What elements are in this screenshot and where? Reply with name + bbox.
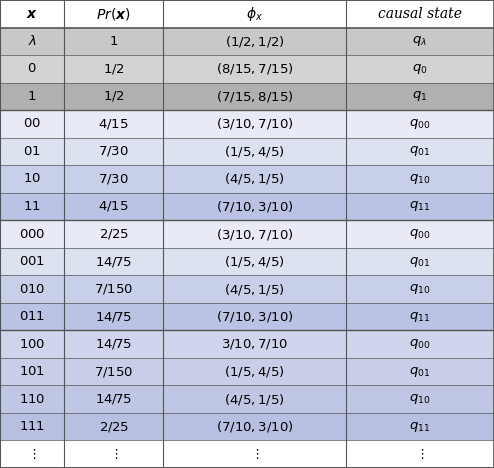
Text: $(7/10, 3/10)$: $(7/10, 3/10)$ xyxy=(216,199,293,214)
Text: $(1/5, 4/5)$: $(1/5, 4/5)$ xyxy=(224,144,285,159)
FancyBboxPatch shape xyxy=(0,110,494,138)
Text: $q_{01}$: $q_{01}$ xyxy=(409,255,431,269)
Text: $001$: $001$ xyxy=(19,255,45,268)
FancyBboxPatch shape xyxy=(0,330,494,358)
Text: $00$: $00$ xyxy=(23,117,41,131)
Text: $2/25$: $2/25$ xyxy=(98,420,129,434)
Text: $q_{11}$: $q_{11}$ xyxy=(409,310,431,323)
Text: $(8/15, 7/15)$: $(8/15, 7/15)$ xyxy=(216,61,293,76)
Text: $q_{\lambda}$: $q_{\lambda}$ xyxy=(412,34,427,48)
FancyBboxPatch shape xyxy=(0,55,494,82)
Text: $\mathit{Pr}(\boldsymbol{x})$: $\mathit{Pr}(\boldsymbol{x})$ xyxy=(96,6,131,22)
FancyBboxPatch shape xyxy=(0,386,494,413)
FancyBboxPatch shape xyxy=(0,193,494,220)
Text: $4/15$: $4/15$ xyxy=(98,199,129,213)
Text: $q_{00}$: $q_{00}$ xyxy=(409,117,431,131)
Text: $\vdots$: $\vdots$ xyxy=(28,447,37,461)
Text: $q_{11}$: $q_{11}$ xyxy=(409,420,431,434)
Text: $7/150$: $7/150$ xyxy=(94,282,133,296)
Text: $101$: $101$ xyxy=(19,365,45,378)
Text: $(7/10, 3/10)$: $(7/10, 3/10)$ xyxy=(216,419,293,434)
FancyBboxPatch shape xyxy=(0,248,494,275)
Text: $7/30$: $7/30$ xyxy=(98,172,129,186)
Text: $\boldsymbol{x}$: $\boldsymbol{x}$ xyxy=(26,7,38,21)
Text: $110$: $110$ xyxy=(19,393,45,406)
Text: $100$: $100$ xyxy=(19,337,45,351)
FancyBboxPatch shape xyxy=(0,0,494,28)
Text: $q_{11}$: $q_{11}$ xyxy=(409,199,431,213)
Text: $010$: $010$ xyxy=(19,283,45,296)
Text: $(1/5, 4/5)$: $(1/5, 4/5)$ xyxy=(224,364,285,379)
Text: $1$: $1$ xyxy=(28,90,37,103)
Text: $\boldsymbol{\phi_x}$: $\boldsymbol{\phi_x}$ xyxy=(246,5,263,23)
Text: $q_{00}$: $q_{00}$ xyxy=(409,227,431,241)
Text: $\vdots$: $\vdots$ xyxy=(250,447,259,461)
Text: $11$: $11$ xyxy=(23,200,41,213)
Text: $10$: $10$ xyxy=(23,172,41,185)
Text: $(1/5, 4/5)$: $(1/5, 4/5)$ xyxy=(224,254,285,269)
Text: $q_{00}$: $q_{00}$ xyxy=(409,337,431,351)
Text: $111$: $111$ xyxy=(19,420,45,433)
Text: causal state: causal state xyxy=(378,7,462,21)
Text: $2/25$: $2/25$ xyxy=(98,227,129,241)
Text: $14/75$: $14/75$ xyxy=(95,310,132,323)
Text: $7/150$: $7/150$ xyxy=(94,365,133,379)
Text: $14/75$: $14/75$ xyxy=(95,392,132,406)
FancyBboxPatch shape xyxy=(0,303,494,330)
Text: $011$: $011$ xyxy=(19,310,45,323)
Text: $(3/10, 7/10)$: $(3/10, 7/10)$ xyxy=(216,117,293,132)
Text: $(4/5, 1/5)$: $(4/5, 1/5)$ xyxy=(224,392,285,407)
FancyBboxPatch shape xyxy=(0,220,494,248)
Text: $4/15$: $4/15$ xyxy=(98,117,129,131)
FancyBboxPatch shape xyxy=(0,82,494,110)
Text: $q_{01}$: $q_{01}$ xyxy=(409,145,431,158)
Text: $q_{01}$: $q_{01}$ xyxy=(409,365,431,379)
Text: $q_{10}$: $q_{10}$ xyxy=(409,282,431,296)
Text: $(1/2, 1/2)$: $(1/2, 1/2)$ xyxy=(225,34,284,49)
FancyBboxPatch shape xyxy=(0,413,494,440)
Text: $\lambda$: $\lambda$ xyxy=(28,34,37,48)
Text: $(7/10, 3/10)$: $(7/10, 3/10)$ xyxy=(216,309,293,324)
Text: $14/75$: $14/75$ xyxy=(95,255,132,269)
Text: $14/75$: $14/75$ xyxy=(95,337,132,351)
Text: $0$: $0$ xyxy=(27,62,37,75)
Text: $3/10, 7/10$: $3/10, 7/10$ xyxy=(221,337,288,351)
FancyBboxPatch shape xyxy=(0,275,494,303)
Text: $000$: $000$ xyxy=(19,227,45,241)
Text: $\vdots$: $\vdots$ xyxy=(109,447,118,461)
Text: $1/2$: $1/2$ xyxy=(103,89,124,103)
Text: $q_{10}$: $q_{10}$ xyxy=(409,392,431,406)
Text: $q_{10}$: $q_{10}$ xyxy=(409,172,431,186)
FancyBboxPatch shape xyxy=(0,28,494,55)
Text: $(7/15, 8/15)$: $(7/15, 8/15)$ xyxy=(216,89,293,104)
Text: $\vdots$: $\vdots$ xyxy=(415,447,424,461)
Text: $q_0$: $q_0$ xyxy=(412,62,428,76)
Text: $1$: $1$ xyxy=(109,35,118,48)
FancyBboxPatch shape xyxy=(0,138,494,165)
FancyBboxPatch shape xyxy=(0,440,494,468)
Text: $(4/5, 1/5)$: $(4/5, 1/5)$ xyxy=(224,282,285,297)
Text: $(4/5, 1/5)$: $(4/5, 1/5)$ xyxy=(224,171,285,186)
Text: $q_1$: $q_1$ xyxy=(412,89,428,103)
Text: $01$: $01$ xyxy=(23,145,41,158)
FancyBboxPatch shape xyxy=(0,165,494,193)
FancyBboxPatch shape xyxy=(0,358,494,386)
Text: $(3/10, 7/10)$: $(3/10, 7/10)$ xyxy=(216,227,293,241)
Text: $7/30$: $7/30$ xyxy=(98,145,129,158)
Text: $1/2$: $1/2$ xyxy=(103,62,124,76)
